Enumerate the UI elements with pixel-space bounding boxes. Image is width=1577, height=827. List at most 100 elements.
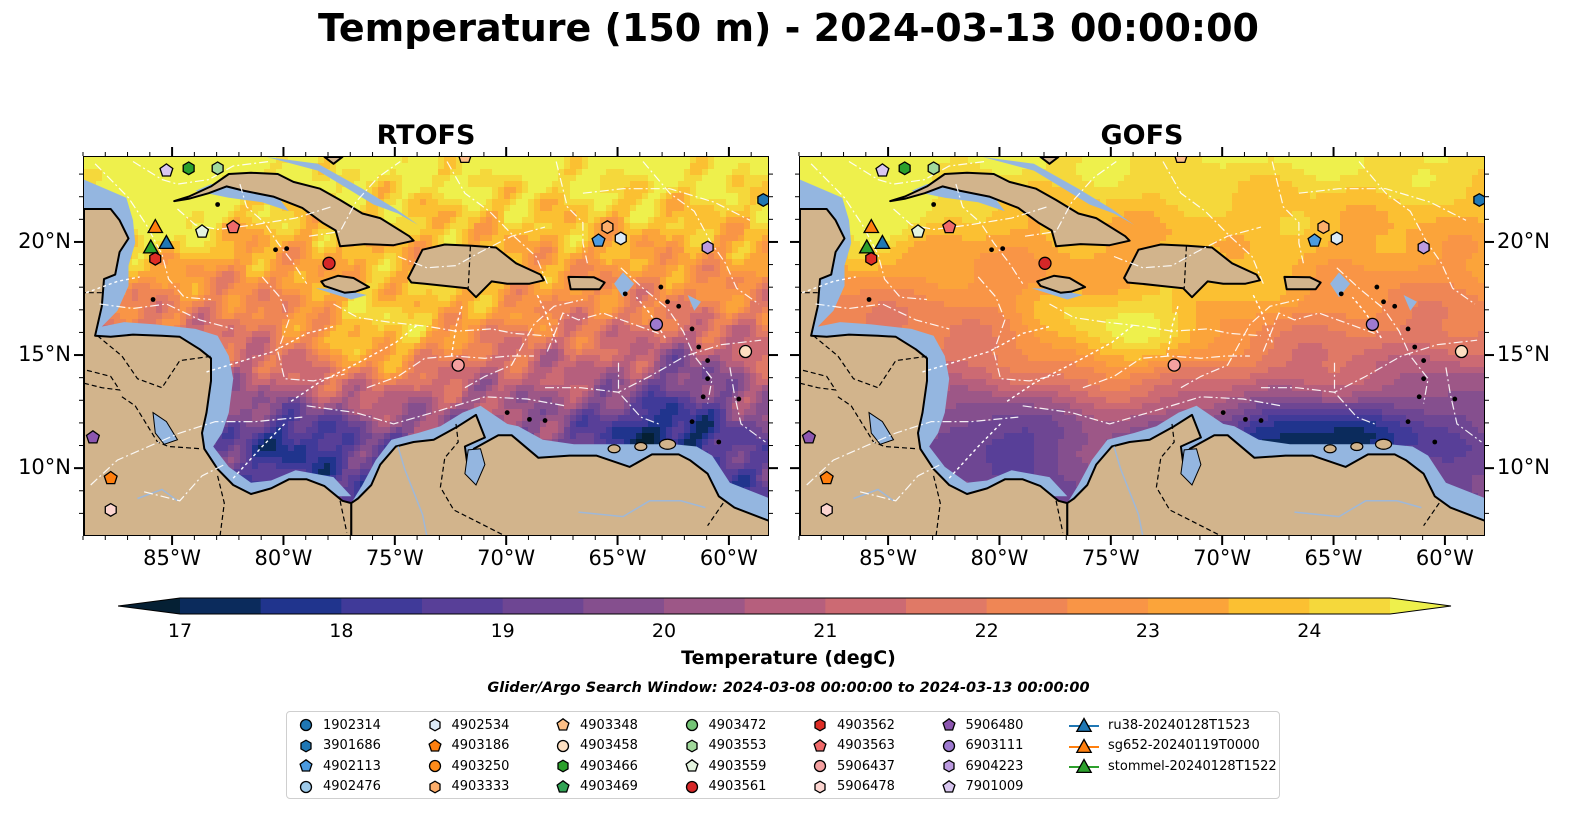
legend-float-icon[interactable] — [941, 779, 956, 793]
marker-6904223[interactable] — [701, 240, 714, 255]
marker-6903111[interactable] — [649, 317, 664, 332]
marker-sg652-20240119T0000[interactable] — [146, 218, 164, 234]
marker-4903333[interactable] — [601, 220, 614, 235]
legend-float-icon[interactable] — [557, 759, 569, 773]
marker-7901009[interactable] — [159, 163, 174, 177]
legend-float-icon[interactable] — [299, 758, 313, 772]
marker-4903348[interactable] — [1174, 157, 1188, 164]
marker-4903562[interactable] — [865, 251, 878, 266]
marker-4902534[interactable] — [614, 231, 627, 246]
x-tick-label: 75°W — [1081, 546, 1140, 570]
marker-6904223[interactable] — [1417, 240, 1430, 255]
legend-label: 4903561 — [708, 779, 767, 794]
marker-4903186[interactable] — [103, 470, 118, 485]
marker-6903111[interactable] — [1365, 317, 1380, 332]
colorbar-segment — [180, 598, 262, 614]
x-tick-label: 85°W — [143, 546, 202, 570]
colorbar-tick-label: 23 — [1135, 620, 1161, 642]
gofs-map[interactable] — [799, 156, 1485, 536]
y-tick-label-left: 15°N — [18, 342, 71, 367]
y-tick-label-left: 20°N — [18, 228, 71, 253]
marker-4903561[interactable] — [1038, 256, 1052, 270]
legend-item: 7901009 — [940, 777, 1023, 797]
legend-item: 4903466 — [554, 756, 638, 776]
legend-label: 4903563 — [837, 738, 895, 753]
marker-4902113[interactable] — [591, 233, 606, 247]
legend-float-icon[interactable] — [685, 718, 698, 732]
legend-glider-icon[interactable] — [1075, 717, 1093, 733]
legend-float-icon[interactable] — [813, 738, 827, 752]
marker-3901686[interactable] — [757, 192, 769, 208]
legend-float-icon[interactable] — [428, 779, 441, 794]
legend-float-icon[interactable] — [300, 738, 312, 753]
legend-float-icon[interactable] — [556, 779, 570, 793]
marker-4903563[interactable] — [226, 219, 241, 234]
marker-5906478[interactable] — [104, 502, 117, 517]
colorbar-segment — [1148, 598, 1230, 614]
colorbar-segment — [744, 598, 826, 614]
legend-float-icon[interactable] — [684, 758, 699, 772]
marker-4903466[interactable] — [182, 161, 195, 176]
marker-4903458[interactable] — [1454, 344, 1469, 359]
colorbar-title: Temperature (degC) — [681, 647, 896, 669]
marker-4903186[interactable] — [819, 470, 834, 485]
legend-item: stommel-20240128T1522 — [1068, 756, 1277, 776]
marker-4903333[interactable] — [1317, 220, 1330, 235]
legend-item: 4903458 — [554, 736, 638, 756]
legend-float-icon[interactable] — [428, 718, 441, 732]
x-tick-label: 60°W — [1415, 546, 1474, 570]
legend-float-icon[interactable] — [299, 780, 313, 793]
marker-stommel-20240128T1522[interactable] — [858, 238, 876, 254]
marker-4903553[interactable] — [211, 161, 224, 176]
rtofs-map[interactable] — [83, 156, 769, 536]
legend-float-icon[interactable] — [299, 718, 313, 732]
marker-4903458[interactable] — [738, 344, 753, 359]
legend-float-icon[interactable] — [556, 717, 570, 731]
legend-label: 6903111 — [965, 738, 1024, 753]
legend-glider-icon[interactable] — [1075, 737, 1093, 753]
marker-4903563[interactable] — [942, 219, 957, 234]
tick-marks-1 — [790, 147, 1494, 545]
legend-float-icon[interactable] — [942, 759, 955, 773]
marker-stommel-20240128T1522[interactable] — [142, 238, 160, 254]
marker-4903561[interactable] — [322, 256, 336, 270]
marker-4903553[interactable] — [927, 161, 940, 176]
legend-item: 6903111 — [940, 736, 1024, 756]
marker-ru38-20240128T1523[interactable] — [874, 234, 891, 250]
colorbar-tick-label: 18 — [329, 620, 354, 642]
legend-label: 4903348 — [580, 717, 638, 733]
legend-label: 4903559 — [708, 758, 767, 774]
legend-item: 4903553 — [683, 736, 766, 756]
marker-4903466[interactable] — [898, 161, 911, 176]
legend-float-icon[interactable] — [685, 738, 698, 753]
marker-sg652-20240119T0000[interactable] — [862, 218, 880, 234]
marker-4903559[interactable] — [910, 224, 926, 238]
legend-float-icon[interactable] — [814, 779, 826, 794]
marker-5906437[interactable] — [451, 358, 465, 372]
marker-7901009[interactable] — [875, 163, 890, 177]
marker-5906437[interactable] — [1167, 358, 1181, 372]
legend-label: 4902113 — [323, 758, 381, 774]
marker-4902113[interactable] — [1307, 233, 1322, 247]
marker-4903348[interactable] — [458, 157, 472, 164]
marker-5906478[interactable] — [820, 502, 833, 517]
legend-float-icon[interactable] — [427, 738, 442, 752]
marker-4902534[interactable] — [1330, 231, 1343, 246]
marker-3901686[interactable] — [1473, 192, 1485, 208]
legend-glider-icon[interactable] — [1075, 758, 1093, 774]
legend-float-icon[interactable] — [941, 717, 956, 731]
colorbar-tick-label: 22 — [974, 620, 999, 642]
marker-5906480[interactable] — [801, 429, 817, 444]
marker-4903559[interactable] — [194, 224, 210, 238]
legend-float-icon[interactable] — [814, 718, 826, 732]
marker-ru38-20240128T1523[interactable] — [158, 234, 175, 250]
marker-5906480[interactable] — [85, 429, 101, 444]
legend-item: 4903348 — [554, 715, 638, 735]
legend-float-icon[interactable] — [428, 759, 441, 773]
legend-float-icon[interactable] — [685, 780, 698, 793]
legend-float-icon[interactable] — [942, 739, 955, 752]
marker-4903562[interactable] — [149, 251, 162, 266]
legend-float-icon[interactable] — [556, 739, 570, 752]
legend-label: 6904223 — [965, 758, 1024, 774]
legend-float-icon[interactable] — [813, 759, 827, 773]
